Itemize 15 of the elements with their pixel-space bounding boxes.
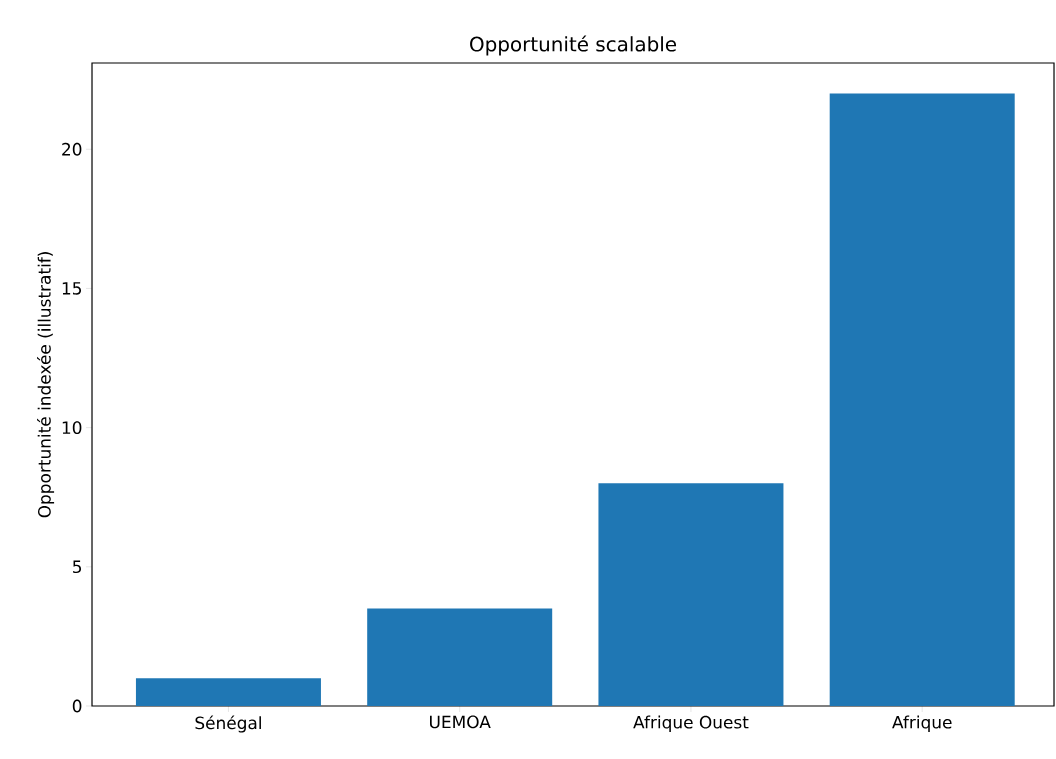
bar	[367, 608, 553, 706]
chart-title: Opportunité scalable	[470, 35, 677, 56]
x-tick-label: Sénégal	[195, 715, 261, 733]
x-tick-label: UEMOA	[430, 715, 491, 729]
y-tick-label: 5	[73, 560, 82, 574]
y-tick-label: 0	[72, 699, 82, 713]
bar	[598, 483, 784, 706]
y-tick-label: 20	[62, 142, 82, 156]
bar	[829, 93, 1015, 706]
y-tick-label: 15	[62, 282, 81, 295]
x-tick-label: Afrique Ouest	[633, 715, 749, 732]
y-tick-label: 10	[62, 421, 82, 435]
y-axis-title: Opportunité indexée (illustratif)	[37, 252, 55, 518]
x-tick-label: Afrique	[892, 715, 952, 732]
bar	[135, 678, 321, 706]
